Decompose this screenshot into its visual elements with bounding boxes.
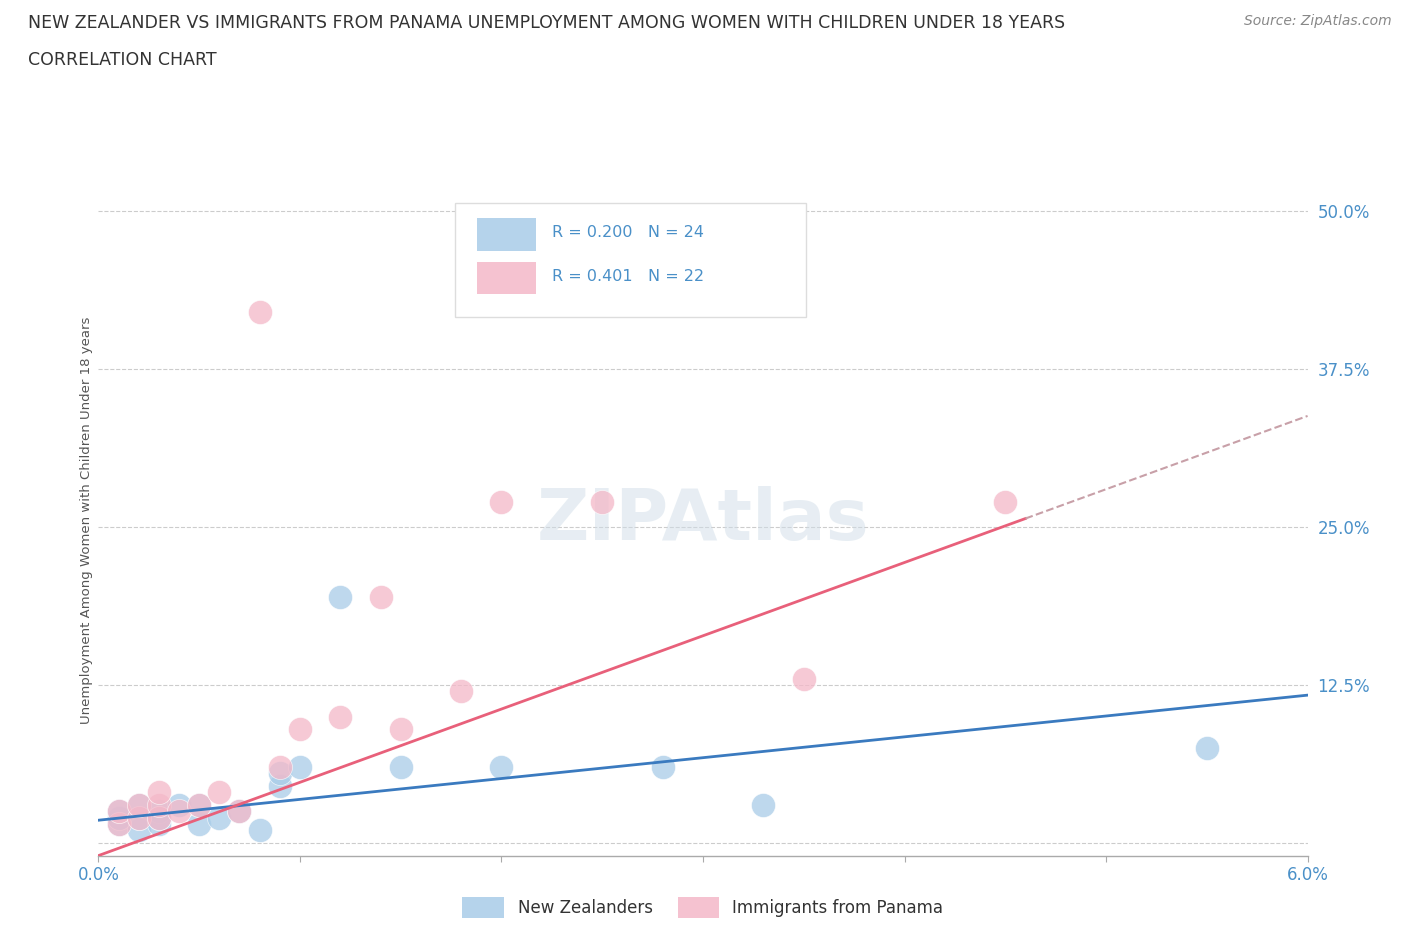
Point <box>128 823 150 838</box>
Legend: New Zealanders, Immigrants from Panama: New Zealanders, Immigrants from Panama <box>456 891 950 924</box>
Point <box>107 810 129 825</box>
Point <box>228 804 250 818</box>
Point <box>389 760 412 775</box>
Point <box>329 710 352 724</box>
Text: NEW ZEALANDER VS IMMIGRANTS FROM PANAMA UNEMPLOYMENT AMONG WOMEN WITH CHILDREN U: NEW ZEALANDER VS IMMIGRANTS FROM PANAMA … <box>28 14 1066 32</box>
Text: CORRELATION CHART: CORRELATION CHART <box>28 51 217 69</box>
Text: Source: ZipAtlas.com: Source: ZipAtlas.com <box>1244 14 1392 28</box>
Point <box>148 798 170 813</box>
Point <box>329 590 352 604</box>
Point <box>148 817 170 831</box>
Point <box>389 722 412 737</box>
Text: R = 0.200   N = 24: R = 0.200 N = 24 <box>551 225 704 240</box>
Point <box>208 810 231 825</box>
Point <box>107 817 129 831</box>
Point <box>107 804 129 818</box>
Point <box>491 495 513 510</box>
Point <box>288 722 311 737</box>
Point <box>249 823 271 838</box>
FancyBboxPatch shape <box>456 203 806 316</box>
Point <box>188 798 211 813</box>
Point <box>148 785 170 800</box>
Point <box>107 804 129 818</box>
Point <box>450 684 472 698</box>
Point <box>793 671 815 686</box>
Point <box>148 804 170 818</box>
FancyBboxPatch shape <box>477 219 536 251</box>
Point <box>208 785 231 800</box>
Text: R = 0.401   N = 22: R = 0.401 N = 22 <box>551 269 704 284</box>
Point <box>228 804 250 818</box>
Point <box>128 798 150 813</box>
Point <box>128 810 150 825</box>
Point <box>148 810 170 825</box>
Point <box>1195 741 1218 756</box>
Point <box>107 817 129 831</box>
Point <box>752 798 775 813</box>
Point <box>370 590 392 604</box>
Point <box>148 810 170 825</box>
Point <box>188 817 211 831</box>
Point <box>269 760 291 775</box>
Point <box>591 495 613 510</box>
Y-axis label: Unemployment Among Women with Children Under 18 years: Unemployment Among Women with Children U… <box>80 317 93 724</box>
Point <box>269 766 291 781</box>
Point <box>188 798 211 813</box>
Point <box>249 305 271 320</box>
Point <box>167 798 190 813</box>
Point <box>167 804 190 818</box>
Point <box>128 798 150 813</box>
Point <box>288 760 311 775</box>
FancyBboxPatch shape <box>477 261 536 295</box>
Text: ZIPAtlas: ZIPAtlas <box>537 486 869 555</box>
Point <box>491 760 513 775</box>
Point <box>128 810 150 825</box>
Point <box>269 778 291 793</box>
Point <box>994 495 1017 510</box>
Point <box>651 760 673 775</box>
